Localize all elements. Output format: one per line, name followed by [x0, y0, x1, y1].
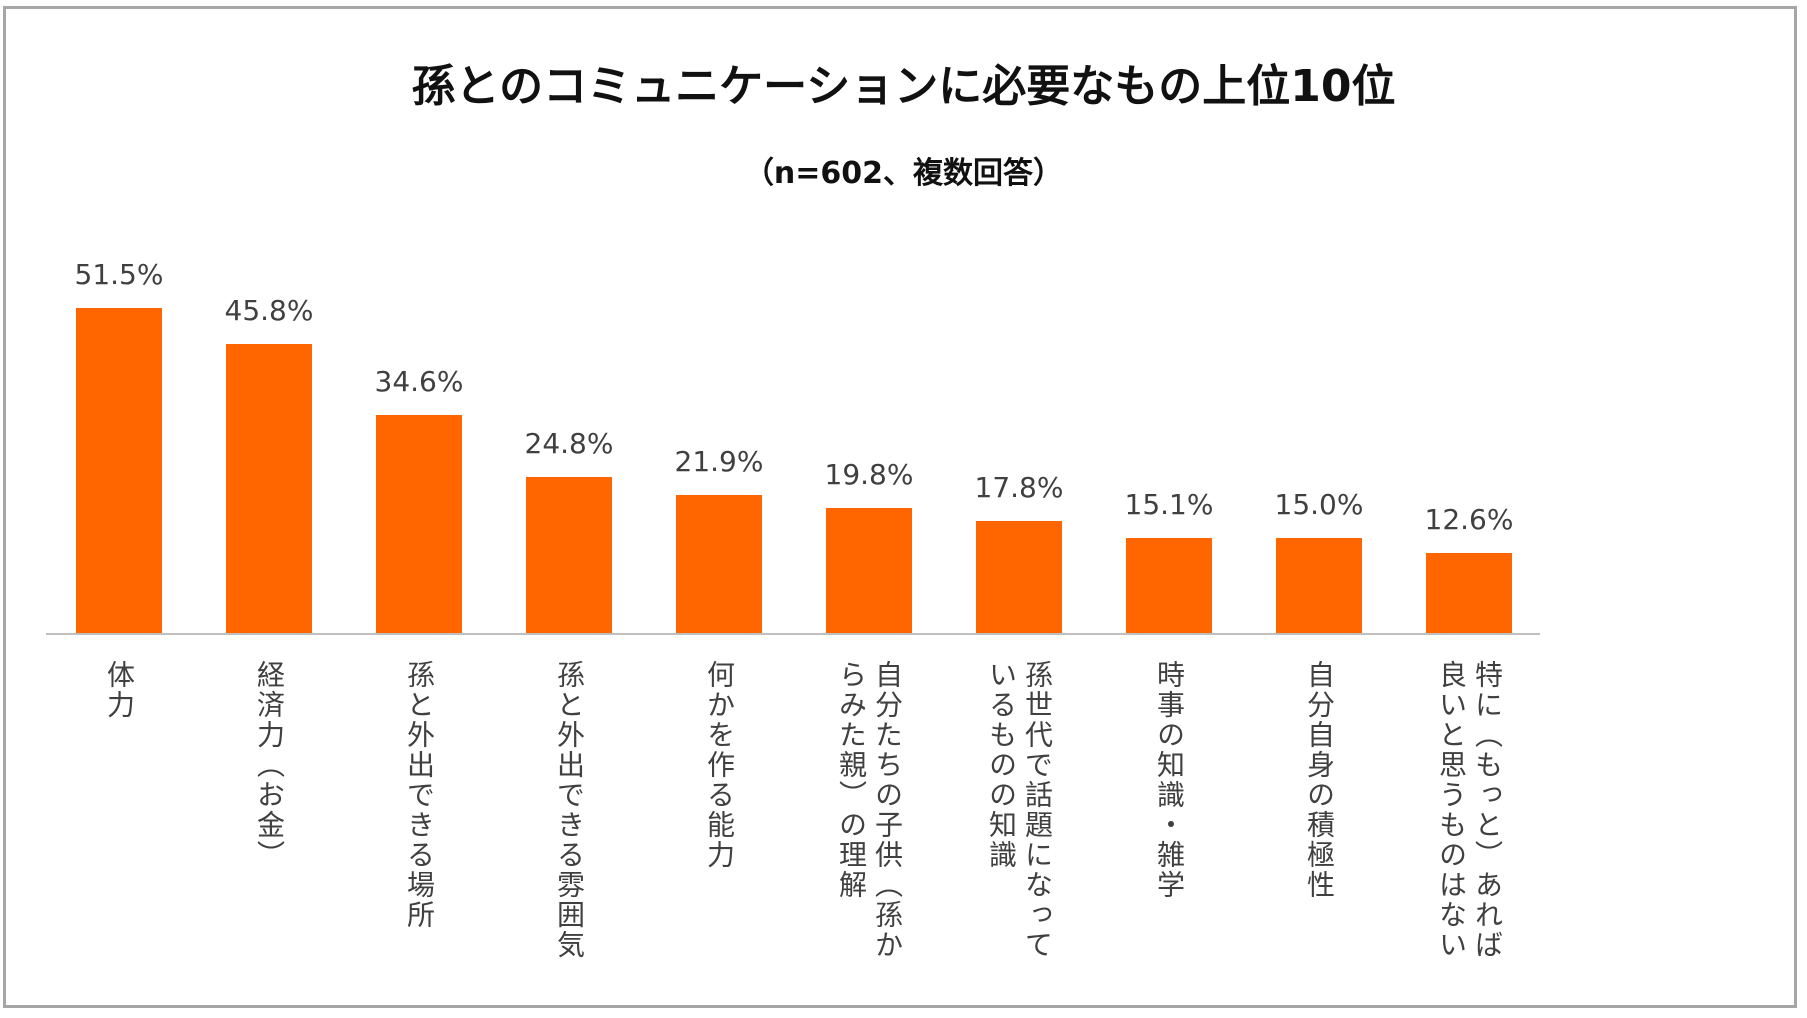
bar-2	[226, 344, 312, 633]
category-label: 孫と外出できる場所	[403, 660, 436, 930]
data-label: 15.0%	[1274, 488, 1364, 522]
data-label: 12.6%	[1424, 503, 1514, 537]
category-label: 時事の知識・雑学	[1153, 660, 1186, 900]
data-label: 45.8%	[224, 294, 314, 327]
data-label: 21.9%	[674, 444, 764, 478]
category-label: 自分自身の積極性	[1303, 660, 1336, 900]
x-axis-line	[46, 633, 1540, 635]
bar-10	[1426, 553, 1512, 633]
data-label: 24.8%	[524, 426, 614, 460]
category-label: 経済力（お金）	[253, 660, 286, 870]
category-label: 自分たちの子供（孫か らみた親）の理解	[835, 660, 904, 960]
chart-subtitle: （n=602、複数回答）	[743, 156, 1064, 191]
bar-8	[1126, 537, 1212, 633]
data-label: 17.8%	[974, 470, 1064, 504]
data-label: 19.8%	[824, 458, 914, 492]
data-label: 51.5%	[74, 258, 164, 292]
bar-6	[826, 508, 912, 633]
category-label: 何かを作る能力	[703, 660, 736, 870]
category-label: 体力	[103, 660, 136, 720]
bar-4	[526, 476, 612, 633]
data-label: 15.1%	[1124, 487, 1214, 521]
bar-7	[976, 520, 1062, 633]
data-label: 34.6%	[374, 364, 464, 398]
bar-3	[376, 414, 462, 633]
category-label: 孫世代で話題になって いるものの知識	[985, 660, 1054, 960]
category-label: 特に（もっと）あれば 良いと思うものはない	[1435, 660, 1504, 960]
category-label: 孫と外出できる雰囲気	[553, 660, 586, 960]
chart-title: 孫とのコミュニケーションに必要なもの上位10位	[411, 61, 1396, 112]
bar-5	[676, 494, 762, 633]
bar-9	[1276, 538, 1362, 633]
bar-1	[76, 308, 162, 633]
